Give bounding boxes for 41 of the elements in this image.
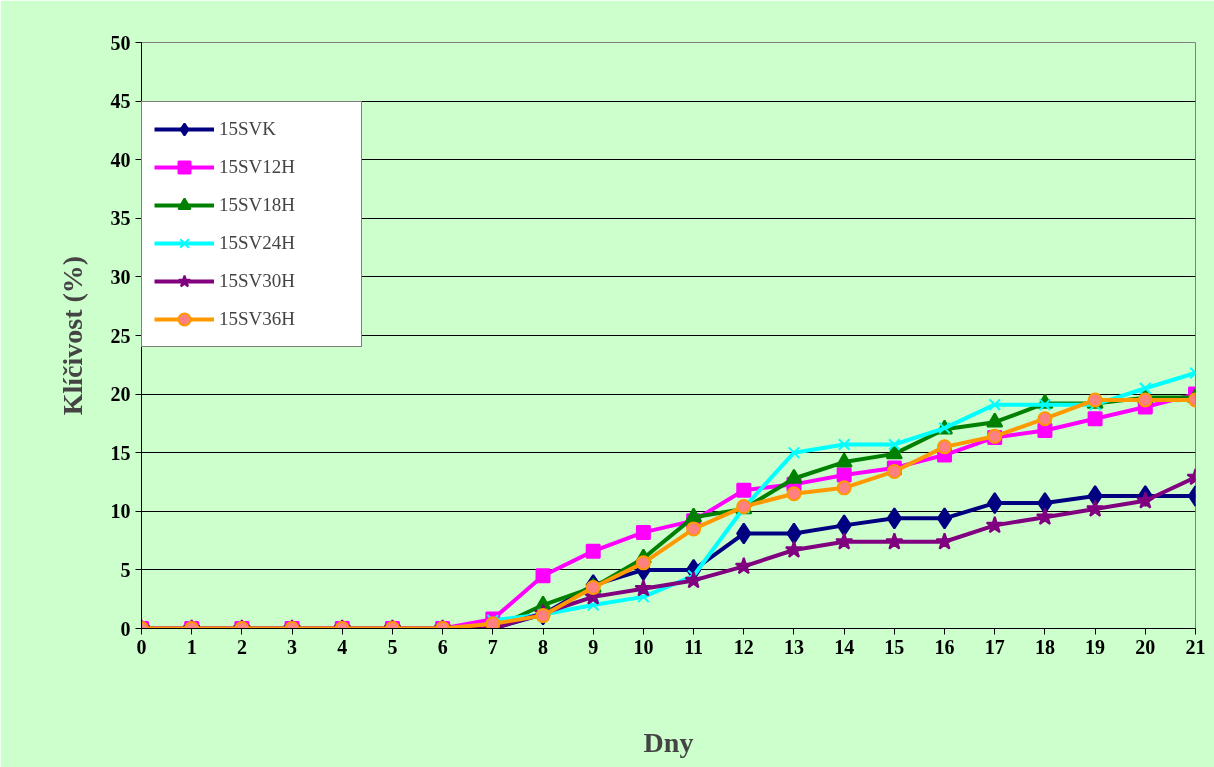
x-tick-label: 14 (834, 635, 855, 658)
legend-label: 15SV18H (219, 194, 296, 216)
y-tick-label: 20 (110, 383, 131, 406)
y-tick-label: 40 (110, 148, 131, 171)
y-axis-title: Klíčivost (%) (56, 255, 88, 416)
legend-label: 15SV24H (219, 232, 296, 254)
x-tick-label: 10 (633, 635, 654, 658)
y-tick-label: 0 (120, 617, 131, 640)
y-tick-label: 50 (110, 31, 131, 54)
x-tick-label: 9 (588, 635, 599, 658)
x-tick-label: 21 (1185, 635, 1206, 658)
legend-label: 15SV36H (219, 308, 296, 330)
x-tick-label: 15 (884, 635, 905, 658)
x-tick-label: 4 (337, 635, 348, 658)
y-tick-label: 5 (120, 558, 131, 581)
y-tick-label: 25 (110, 324, 131, 347)
x-tick-label: 19 (1085, 635, 1106, 658)
x-tick-label: 8 (538, 635, 549, 658)
x-tick-label: 0 (136, 635, 147, 658)
x-tick-label: 11 (684, 635, 704, 658)
y-tick-label: 35 (110, 207, 131, 230)
y-tick-label: 10 (110, 500, 131, 523)
x-tick-label: 1 (186, 635, 197, 658)
x-tick-label: 18 (1034, 635, 1055, 658)
x-tick-label: 5 (387, 635, 398, 658)
x-tick-label: 6 (437, 635, 448, 658)
y-tick-label: 45 (110, 90, 131, 113)
x-tick-label: 16 (934, 635, 955, 658)
x-tick-label: 3 (287, 635, 298, 658)
x-tick-label: 7 (487, 635, 498, 658)
y-tick-label: 30 (110, 265, 131, 288)
y-tick-label: 15 (110, 441, 131, 464)
x-tick-label: 20 (1135, 635, 1156, 658)
x-tick-label: 17 (984, 635, 1005, 658)
x-tick-label: 12 (733, 635, 754, 658)
x-axis-title: Dny (643, 726, 694, 758)
x-tick-label: 2 (236, 635, 247, 658)
x-tick-label: 13 (783, 635, 804, 658)
legend-label: 15SV30H (219, 270, 296, 292)
legend-label: 15SVK (219, 118, 277, 140)
legend-label: 15SV12H (219, 156, 296, 178)
